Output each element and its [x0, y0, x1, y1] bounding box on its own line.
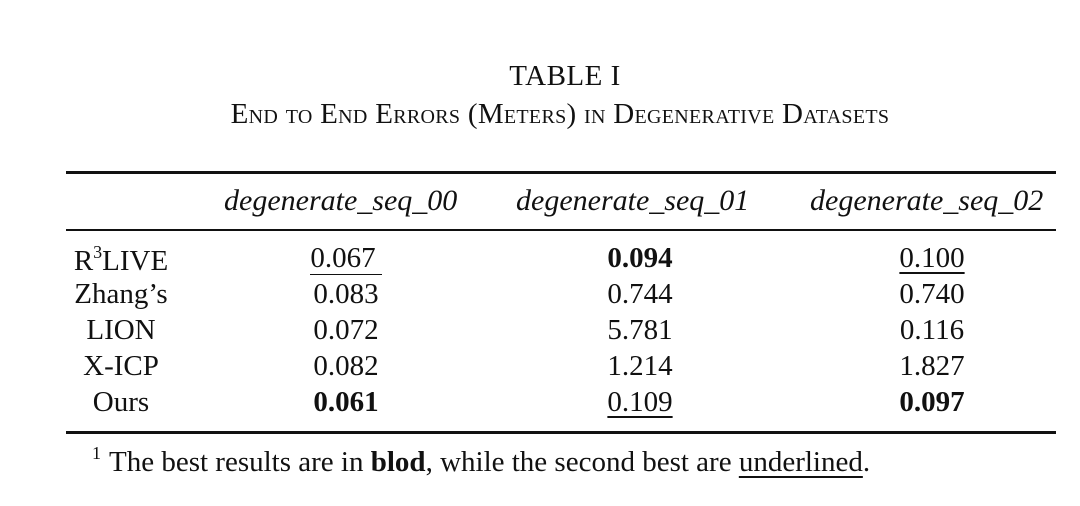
footnote-underlined-word: underlined — [738, 446, 863, 478]
column-header-2: degenerate_seq_02 — [810, 184, 1044, 217]
table-top-rule — [66, 171, 1056, 174]
table-cell: 0.067 — [286, 242, 406, 275]
row-label: Ours — [92, 386, 150, 418]
table-cell: 0.740 — [899, 278, 965, 310]
table-row: Zhang’s 0.083 0.744 0.740 — [0, 278, 1080, 314]
row-label: X-ICP — [83, 350, 159, 382]
table-row: LION 0.072 5.781 0.116 — [0, 314, 1080, 350]
table-cell: 5.781 — [607, 314, 673, 346]
footnote-text-middle: , while the second best are — [425, 446, 739, 478]
table-cell: 0.094 — [607, 242, 673, 274]
row-label: R3LIVE — [56, 242, 186, 278]
table-footnote: 1 The best results are in blod, while the… — [92, 443, 870, 479]
footnote-text-before: The best results are in — [109, 446, 371, 478]
table-bottom-rule — [66, 431, 1056, 434]
row-label-rest: LIVE — [102, 245, 169, 277]
table-cell: 1.214 — [607, 350, 673, 382]
row-label-main: R — [73, 245, 94, 277]
table-caption-number: TABLE I — [509, 60, 621, 92]
table-caption-title: End to End Errors (Meters) in Degenerati… — [230, 98, 890, 130]
table-header-rule — [66, 229, 1056, 231]
table-row: X-ICP 0.082 1.214 1.827 — [0, 350, 1080, 386]
table-cell: 0.744 — [607, 278, 673, 310]
table-cell: 0.083 — [313, 278, 379, 310]
row-label: Zhang’s — [74, 278, 168, 310]
table-cell: 1.827 — [899, 350, 965, 382]
footnote-bold-word: blod — [370, 446, 426, 478]
table-cell: 0.100 — [899, 242, 965, 274]
row-label-superscript: 3 — [93, 242, 103, 262]
footnote-marker: 1 — [92, 443, 101, 463]
table-cell: 0.082 — [313, 350, 379, 382]
table-row: R3LIVE 0.067 0.094 0.100 — [0, 242, 1080, 278]
column-header-1: degenerate_seq_01 — [516, 184, 750, 217]
column-header-0: degenerate_seq_00 — [224, 184, 458, 217]
table-cell: 0.097 — [899, 386, 965, 418]
table-cell: 0.109 — [607, 386, 673, 418]
row-label: LION — [86, 314, 156, 346]
table-cell: 0.116 — [899, 314, 965, 346]
footnote-text-after: . — [862, 446, 871, 478]
table-row: Ours 0.061 0.109 0.097 — [0, 386, 1080, 422]
table-cell: 0.061 — [313, 386, 379, 418]
table-cell: 0.072 — [313, 314, 379, 346]
